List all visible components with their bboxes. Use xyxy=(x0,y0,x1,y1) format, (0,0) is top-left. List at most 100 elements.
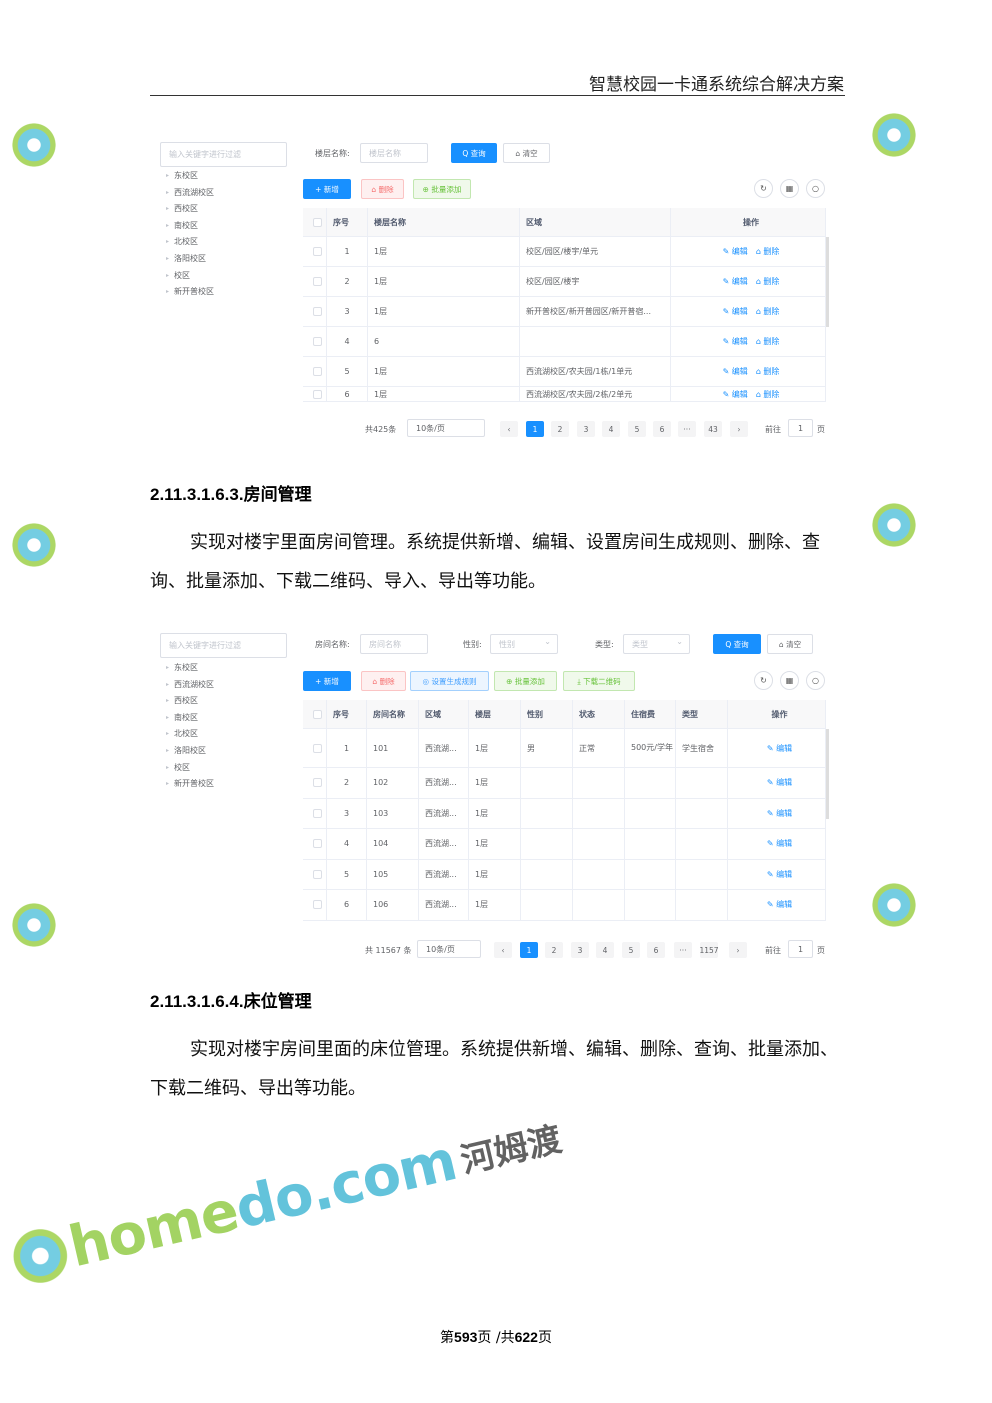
grid-icon[interactable]: ▦ xyxy=(780,179,799,198)
checkbox[interactable] xyxy=(313,337,322,346)
tree-filter-input[interactable]: 输入关键字进行过滤 xyxy=(160,633,287,658)
checkbox[interactable] xyxy=(313,839,322,849)
table-scrollbar[interactable] xyxy=(826,237,829,327)
edit-link[interactable]: ✎ 编辑 xyxy=(722,389,748,399)
tree-node[interactable]: 新开普校区 xyxy=(166,286,246,298)
filter-input[interactable]: 类型 ⌄ xyxy=(623,634,690,654)
tree-filter-input[interactable]: 输入关键字进行过滤 xyxy=(160,142,287,167)
checkbox[interactable] xyxy=(313,869,322,879)
page-size-select[interactable]: 10条/页 xyxy=(407,419,485,437)
delete-link[interactable]: ⌂ 删除 xyxy=(755,367,780,376)
next-page-button[interactable]: › xyxy=(729,942,747,958)
filter-input[interactable]: 楼层名称 xyxy=(360,143,428,163)
checkbox[interactable] xyxy=(313,217,322,227)
row-checkbox[interactable] xyxy=(303,327,327,357)
tree-node[interactable]: 西流湖校区 xyxy=(166,679,246,691)
goto-page-input[interactable]: 1 xyxy=(788,419,813,437)
toolbar-button[interactable]: ⌂ 删除 xyxy=(361,179,404,199)
next-page-button[interactable]: › xyxy=(730,421,748,437)
page-button[interactable]: 3 xyxy=(571,942,589,958)
search-icon[interactable]: ○ xyxy=(806,671,825,690)
tree-node[interactable]: 新开普校区 xyxy=(166,778,246,790)
checkbox[interactable] xyxy=(313,307,322,316)
edit-link[interactable]: ✎ 编辑 xyxy=(766,900,793,910)
tree-node[interactable]: 西流湖校区 xyxy=(166,187,246,199)
row-checkbox[interactable] xyxy=(303,829,327,860)
edit-link[interactable]: ✎ 编辑 xyxy=(766,778,793,788)
prev-page-button[interactable]: ‹ xyxy=(494,942,512,958)
row-checkbox[interactable] xyxy=(303,297,327,327)
clear-button[interactable]: ⌂ 清空 xyxy=(503,143,550,163)
page-button[interactable]: 2 xyxy=(545,942,563,958)
tree-node[interactable]: 洛阳校区 xyxy=(166,253,246,265)
filter-input[interactable]: 性别 ⌄ xyxy=(490,634,558,654)
page-button[interactable]: 1157 xyxy=(700,942,718,958)
row-checkbox[interactable] xyxy=(303,267,327,297)
clear-button[interactable]: ⌂ 清空 xyxy=(767,634,813,654)
tree-node[interactable]: 东校区 xyxy=(166,170,246,182)
edit-link[interactable]: ✎ 编辑 xyxy=(766,808,793,818)
edit-link[interactable]: ✎ 编辑 xyxy=(722,247,748,256)
tree-node[interactable]: 洛阳校区 xyxy=(166,745,246,757)
toolbar-button[interactable]: ⊕ 批量添加 xyxy=(494,671,557,691)
row-checkbox[interactable] xyxy=(303,387,327,402)
toolbar-button[interactable]: ⌂ 删除 xyxy=(361,671,406,691)
select-all-checkbox[interactable] xyxy=(303,208,327,237)
tree-node[interactable]: 校区 xyxy=(166,762,246,774)
toolbar-button[interactable]: + 新增 xyxy=(303,179,351,199)
tree-node[interactable]: 北校区 xyxy=(166,728,246,740)
checkbox[interactable] xyxy=(313,367,322,376)
row-checkbox[interactable] xyxy=(303,237,327,267)
query-button[interactable]: Q 查询 xyxy=(713,634,761,654)
delete-link[interactable]: ⌂ 删除 xyxy=(755,337,780,346)
edit-link[interactable]: ✎ 编辑 xyxy=(722,337,748,346)
delete-link[interactable]: ⌂ 删除 xyxy=(755,307,780,316)
tree-node[interactable]: 东校区 xyxy=(166,662,246,674)
checkbox[interactable] xyxy=(313,277,322,286)
checkbox[interactable] xyxy=(313,900,322,910)
toolbar-button[interactable]: ◎ 设置生成规则 xyxy=(410,671,489,691)
page-button[interactable]: 5 xyxy=(628,421,646,437)
page-button[interactable]: ··· xyxy=(674,942,692,958)
tree-node[interactable]: 南校区 xyxy=(166,712,246,724)
search-icon[interactable]: ○ xyxy=(806,179,825,198)
tree-node[interactable]: 南校区 xyxy=(166,220,246,232)
tree-node[interactable]: 北校区 xyxy=(166,236,246,248)
page-button[interactable]: 6 xyxy=(653,421,671,437)
edit-link[interactable]: ✎ 编辑 xyxy=(766,839,793,849)
row-checkbox[interactable] xyxy=(303,357,327,387)
table-scrollbar[interactable] xyxy=(826,729,829,819)
page-button[interactable]: 43 xyxy=(704,421,722,437)
page-size-select[interactable]: 10条/页 xyxy=(417,940,481,958)
filter-input[interactable]: 房间名称 xyxy=(360,634,428,654)
row-checkbox[interactable] xyxy=(303,859,327,890)
toolbar-button[interactable]: + 新增 xyxy=(303,671,351,691)
checkbox[interactable] xyxy=(313,808,322,818)
tree-node[interactable]: 校区 xyxy=(166,270,246,282)
edit-link[interactable]: ✎ 编辑 xyxy=(766,869,793,879)
goto-page-input[interactable]: 1 xyxy=(788,940,813,958)
edit-link[interactable]: ✎ 编辑 xyxy=(722,367,748,376)
toolbar-button[interactable]: ⊕ 批量添加 xyxy=(413,179,471,199)
page-button[interactable]: 2 xyxy=(551,421,569,437)
select-all-checkbox[interactable] xyxy=(303,700,327,729)
toolbar-button[interactable]: ⤓ 下载二维码 xyxy=(563,671,635,691)
edit-link[interactable]: ✎ 编辑 xyxy=(722,277,748,286)
page-button[interactable]: 6 xyxy=(647,942,665,958)
grid-icon[interactable]: ▦ xyxy=(780,671,799,690)
tree-node[interactable]: 西校区 xyxy=(166,203,246,215)
page-button[interactable]: 4 xyxy=(602,421,620,437)
checkbox[interactable] xyxy=(313,709,322,719)
row-checkbox[interactable] xyxy=(303,798,327,829)
tree-node[interactable]: 西校区 xyxy=(166,695,246,707)
page-button[interactable]: 1 xyxy=(520,942,538,958)
edit-link[interactable]: ✎ 编辑 xyxy=(722,307,748,316)
page-button[interactable]: ··· xyxy=(678,421,696,437)
delete-link[interactable]: ⌂ 删除 xyxy=(755,389,780,399)
edit-link[interactable]: ✎ 编辑 xyxy=(766,743,793,753)
delete-link[interactable]: ⌂ 删除 xyxy=(755,247,780,256)
checkbox[interactable] xyxy=(313,743,322,753)
page-button[interactable]: 5 xyxy=(622,942,640,958)
prev-page-button[interactable]: ‹ xyxy=(500,421,518,437)
refresh-icon[interactable]: ↻ xyxy=(754,179,773,198)
